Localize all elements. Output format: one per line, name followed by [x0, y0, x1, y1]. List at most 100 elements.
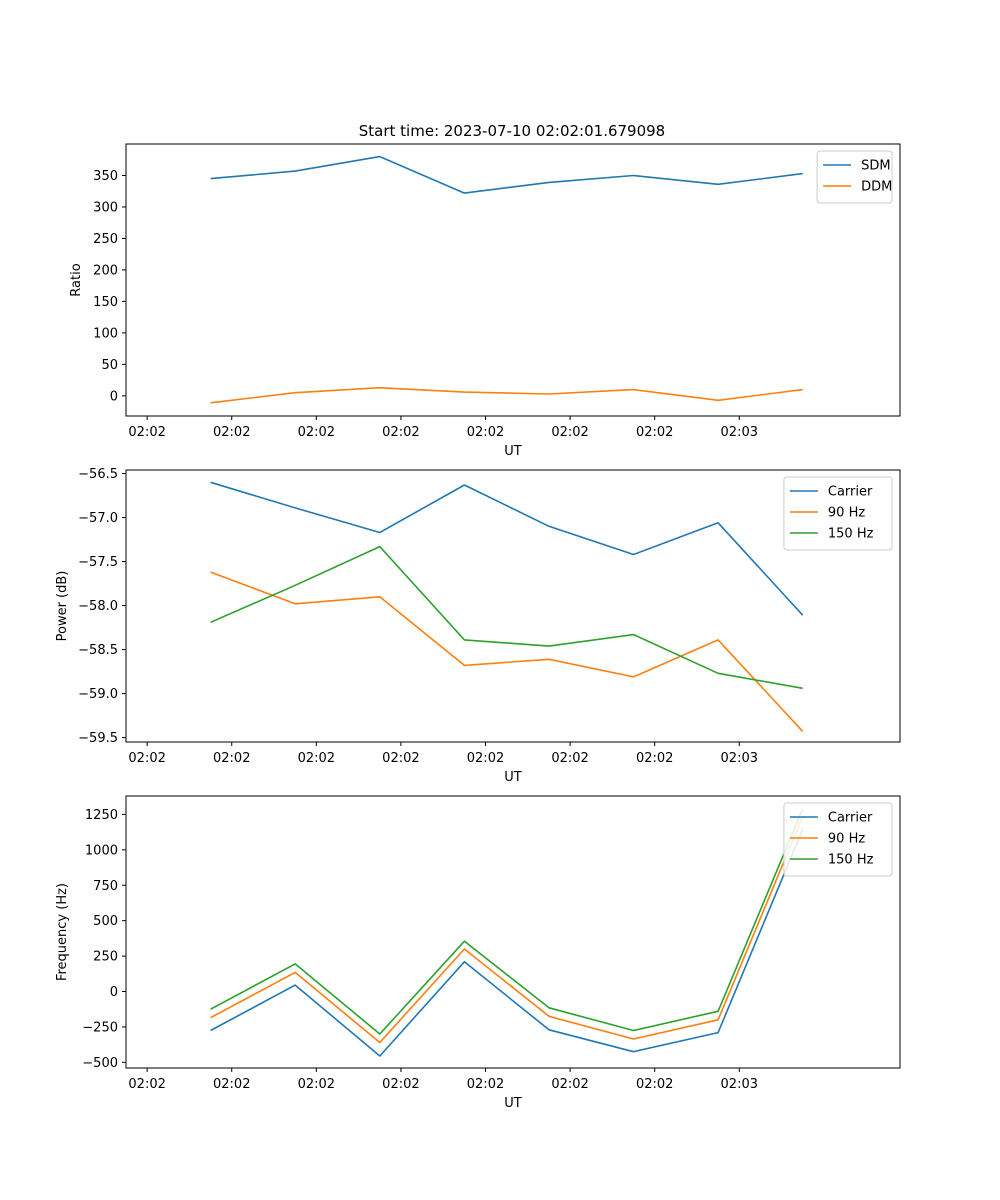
data-point-carrier — [632, 1050, 635, 1053]
x-tick-label: 02:02 — [128, 425, 165, 440]
data-point-150-hz — [378, 545, 381, 548]
data-point-sdm — [547, 181, 550, 184]
x-tick-label: 02:02 — [213, 1077, 250, 1092]
x-tick-label: 02:02 — [298, 1077, 335, 1092]
x-tick-label: 02:02 — [551, 425, 588, 440]
axes-frame — [125, 795, 901, 1069]
legend-label: Carrier — [828, 811, 873, 826]
data-point-90-hz — [294, 971, 297, 974]
x-tick-label: 02:02 — [636, 425, 673, 440]
x-tick-label: 02:02 — [128, 1077, 165, 1092]
x-tick-label: 02:02 — [636, 751, 673, 766]
data-point-carrier — [547, 1028, 550, 1031]
data-point-carrier — [801, 614, 804, 617]
legend-label: DDM — [861, 180, 892, 195]
y-tick-label: 750 — [93, 879, 118, 894]
data-point-150-hz — [294, 584, 297, 587]
data-point-sdm — [463, 192, 466, 195]
x-tick-label: 02:02 — [382, 1077, 419, 1092]
data-point-150-hz — [378, 1033, 381, 1036]
y-tick-label: 100 — [93, 326, 118, 341]
y-tick-label: 0 — [110, 985, 118, 1000]
y-tick-label: 150 — [93, 295, 118, 310]
subplot-2: −59.5 −59.0 −58.5 −58.0 −57.5 −57.0 −56.5 02:02… — [55, 467, 901, 785]
y-tick-label: −250 — [82, 1020, 118, 1035]
x-tick-label: 02:03 — [721, 425, 758, 440]
x-tick-label: 02:02 — [213, 751, 250, 766]
data-point-ddm — [801, 388, 804, 391]
data-point-carrier — [378, 1054, 381, 1057]
data-point-90-hz — [463, 664, 466, 667]
data-point-150-hz — [801, 687, 804, 690]
data-point-ddm — [209, 401, 212, 404]
data-point-90-hz — [294, 602, 297, 605]
y-tick-label: −500 — [82, 1056, 118, 1071]
data-point-150-hz — [632, 633, 635, 636]
y-tick-label: 1250 — [85, 808, 118, 823]
series-line-150-hz — [210, 545, 803, 690]
y-tick-label: 350 — [93, 169, 118, 184]
x-tick-label: 02:03 — [721, 751, 758, 766]
x-axis-label: UT — [504, 444, 522, 459]
data-point-carrier — [294, 984, 297, 987]
y-axis-label: Ratio — [69, 263, 84, 296]
axes-frame — [125, 143, 901, 417]
data-point-carrier — [717, 521, 720, 524]
x-tick-label: 02:02 — [382, 751, 419, 766]
series-line-carrier — [210, 481, 804, 616]
data-point-90-hz — [717, 1018, 720, 1021]
data-point-150-hz — [463, 940, 466, 943]
legend-frame — [816, 150, 893, 204]
data-point-90-hz — [801, 730, 804, 733]
series-line-90-hz — [210, 571, 804, 732]
data-point-90-hz — [632, 675, 635, 678]
legend: Carrier 90 Hz 150 Hz — [783, 476, 893, 551]
data-point-carrier — [378, 531, 381, 534]
data-point-90-hz — [378, 1041, 381, 1044]
data-point-ddm — [717, 399, 720, 402]
x-tick-label: 02:02 — [128, 751, 165, 766]
y-tick-label: −58.0 — [78, 599, 118, 614]
legend-frame — [783, 802, 893, 877]
data-point-150-hz — [717, 1010, 720, 1013]
data-point-carrier — [547, 525, 550, 528]
y-axis-label: Frequency (Hz) — [55, 883, 70, 981]
legend-frame — [783, 476, 893, 551]
x-tick-label: 02:02 — [382, 425, 419, 440]
data-point-sdm — [378, 155, 381, 158]
data-point-150-hz — [632, 1029, 635, 1032]
x-tick-label: 02:02 — [551, 751, 588, 766]
legend-label: Carrier — [828, 485, 873, 500]
data-point-sdm — [632, 174, 635, 177]
legend: Carrier 90 Hz 150 Hz — [783, 802, 893, 877]
data-point-ddm — [547, 392, 550, 395]
data-point-90-hz — [547, 658, 550, 661]
data-point-90-hz — [632, 1037, 635, 1040]
data-point-150-hz — [294, 962, 297, 965]
x-tick-label: 02:02 — [298, 425, 335, 440]
data-point-carrier — [209, 481, 212, 484]
legend-label: SDM — [861, 159, 890, 174]
data-point-150-hz — [209, 1008, 212, 1011]
x-tick-label: 02:02 — [298, 751, 335, 766]
subplots: 0 50 100 150 200 250 300 350 02:02 02:02 02:02 02:0… — [55, 143, 901, 1111]
series-line-150-hz — [210, 808, 804, 1035]
data-point-150-hz — [547, 1006, 550, 1009]
figure-title: Start time: 2023-07-10 02:02:01.679098 — [359, 122, 665, 140]
y-tick-label: 200 — [93, 263, 118, 278]
x-tick-label: 02:02 — [467, 751, 504, 766]
data-point-90-hz — [463, 948, 466, 951]
y-tick-label: −57.0 — [78, 511, 118, 526]
series-line-90-hz — [210, 816, 804, 1044]
x-tick-label: 02:02 — [551, 1077, 588, 1092]
data-point-150-hz — [717, 672, 720, 675]
series-line-carrier — [210, 828, 804, 1057]
data-point-carrier — [294, 506, 297, 509]
data-point-carrier — [463, 960, 466, 963]
y-tick-label: 250 — [93, 232, 118, 247]
x-tick-label: 02:02 — [636, 1077, 673, 1092]
data-point-90-hz — [378, 595, 381, 598]
data-point-90-hz — [209, 571, 212, 574]
data-point-carrier — [463, 483, 466, 486]
